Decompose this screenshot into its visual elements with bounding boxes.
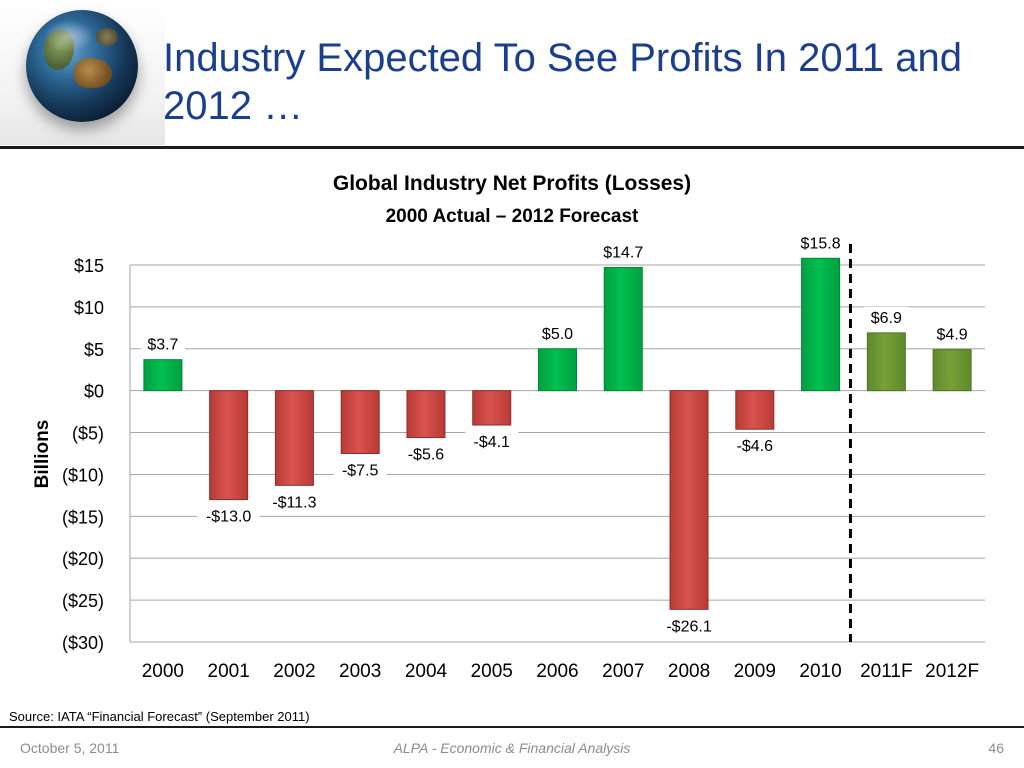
data-label-2008: -$26.1 (666, 618, 711, 635)
y-tick-label: ($15) (62, 507, 104, 527)
bar-2010 (801, 257, 841, 392)
y-tick-label: $10 (74, 298, 104, 318)
bar-2004 (406, 390, 446, 439)
data-label-2011F: $6.9 (871, 310, 902, 327)
y-tick-label: $0 (84, 382, 104, 402)
data-label-2005: -$4.1 (473, 434, 510, 451)
x-tick-label: 2004 (405, 661, 448, 682)
y-tick-label: ($5) (72, 424, 104, 444)
bar-2006 (538, 348, 577, 392)
bar-2001 (209, 390, 249, 501)
x-tick-label: 2001 (208, 661, 250, 682)
data-label-bg (930, 323, 975, 345)
bar-2003 (340, 390, 380, 454)
y-tick-label: ($25) (62, 591, 104, 611)
data-label-2006: $5.0 (542, 326, 573, 343)
y-tick-label: ($30) (62, 633, 104, 653)
globe-logo (0, 0, 165, 145)
data-label-bg (658, 615, 721, 637)
data-label-2003: -$7.5 (342, 463, 379, 480)
y-tick-label: ($10) (62, 465, 104, 485)
data-label-bg (535, 322, 580, 344)
data-label-2002: -$11.3 (272, 494, 316, 511)
source-note: Source: IATA “Financial Forecast” (Septe… (9, 709, 310, 724)
footer-divider (0, 726, 1024, 728)
bar-2012F (932, 349, 972, 392)
x-tick-label: 2010 (799, 661, 841, 682)
x-tick-label: 2002 (273, 661, 315, 682)
data-label-2000: $3.7 (147, 337, 178, 354)
data-label-2007: $14.7 (603, 245, 643, 262)
data-label-bg (140, 333, 185, 355)
data-label-bg (399, 443, 453, 465)
data-label-2004: -$5.6 (408, 447, 445, 464)
x-tick-label: 2008 (668, 661, 710, 682)
data-label-bg (465, 431, 519, 453)
bar-2002 (274, 390, 314, 486)
data-label-2009: -$4.6 (737, 438, 774, 455)
x-tick-label: 2005 (471, 661, 513, 682)
data-label-bg (864, 306, 909, 328)
y-tick-label: $15 (74, 256, 104, 276)
x-tick-label: 2009 (734, 661, 776, 682)
data-label-bg (333, 459, 387, 481)
chart-title: Global Industry Net Profits (Losses) (332, 172, 692, 195)
x-tick-label: 2000 (142, 661, 184, 682)
x-tick-label: 2012F (925, 661, 979, 682)
data-label-bg (728, 435, 782, 457)
data-label-bg (263, 491, 326, 513)
bar-2011F (866, 332, 906, 392)
data-label-bg (794, 232, 848, 254)
x-tick-label: 2011F (860, 661, 912, 682)
chart-subtitle: 2000 Actual – 2012 Forecast (385, 206, 639, 227)
x-tick-label: 2003 (339, 661, 381, 682)
globe-image (26, 10, 138, 122)
bar-2000 (143, 359, 183, 392)
bar-2008 (669, 390, 709, 610)
slide-title: Industry Expected To See Profits In 2011… (163, 36, 963, 128)
data-label-2001: -$13.0 (206, 509, 251, 526)
y-axis-title: Billions (32, 420, 53, 489)
x-tick-label: 2006 (536, 661, 578, 682)
data-label-2010: $15.8 (801, 235, 841, 252)
footer-center-text: ALPA - Economic & Financial Analysis (393, 740, 631, 756)
data-label-bg (596, 241, 650, 263)
bar-chart: $15 $10 $5 $0 ($5) ($10) ($15) ($20) ($25) ($30) B… (32, 232, 985, 682)
x-tick-label: 2007 (602, 661, 644, 682)
y-tick-label: ($20) (62, 549, 104, 569)
footer-date: October 5, 2011 (20, 740, 120, 756)
bar-2009 (735, 390, 775, 430)
data-label-bg (197, 505, 260, 527)
bar-2005 (472, 390, 512, 426)
y-tick-label: $5 (84, 340, 104, 360)
data-label-2012F: $4.9 (937, 327, 968, 344)
title-divider (0, 146, 1024, 149)
page-number: 46 (988, 740, 1004, 756)
bar-2007 (603, 267, 643, 392)
